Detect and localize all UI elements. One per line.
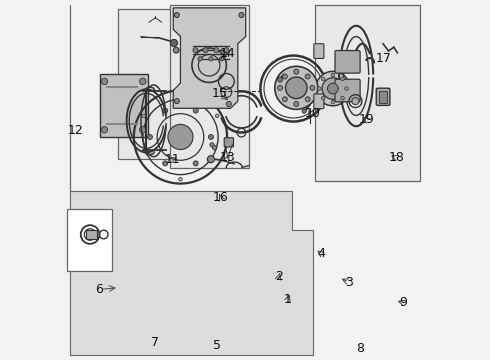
Text: 1: 1 [284,293,292,306]
Circle shape [305,74,310,79]
Circle shape [193,48,198,53]
Circle shape [174,13,179,18]
Circle shape [212,145,217,150]
Circle shape [215,114,219,118]
Polygon shape [70,5,313,355]
Text: 6: 6 [95,283,103,296]
Circle shape [352,98,359,105]
FancyBboxPatch shape [87,230,97,239]
Circle shape [147,134,152,139]
FancyBboxPatch shape [315,5,419,181]
FancyBboxPatch shape [118,9,190,159]
Text: 18: 18 [389,151,404,164]
Circle shape [318,87,321,90]
Circle shape [208,134,214,139]
Circle shape [203,48,208,53]
Circle shape [302,109,306,113]
Circle shape [341,77,344,81]
Circle shape [101,127,108,133]
Circle shape [140,127,146,133]
Circle shape [286,77,307,99]
Circle shape [316,71,350,106]
Text: 17: 17 [375,51,392,64]
Circle shape [179,177,182,181]
Text: 12: 12 [68,124,84,137]
Text: 3: 3 [345,276,353,289]
Circle shape [322,78,343,99]
Circle shape [341,96,344,100]
Circle shape [239,13,244,18]
Text: 14: 14 [220,47,236,60]
Text: 15: 15 [212,87,228,100]
Circle shape [321,77,325,81]
Circle shape [331,100,335,104]
Circle shape [321,96,325,100]
Circle shape [278,85,283,90]
Circle shape [294,69,299,74]
Circle shape [210,143,214,147]
Text: 4: 4 [317,247,325,260]
Circle shape [278,77,283,82]
FancyBboxPatch shape [100,74,148,137]
FancyBboxPatch shape [224,138,234,147]
Circle shape [282,97,287,102]
Text: 5: 5 [213,339,221,352]
Circle shape [207,156,215,163]
Circle shape [140,78,146,85]
Circle shape [214,48,219,53]
Circle shape [168,125,193,149]
Circle shape [226,102,231,107]
Circle shape [142,114,146,118]
Circle shape [331,73,335,77]
Circle shape [294,102,299,107]
Circle shape [224,48,229,53]
Circle shape [344,87,348,90]
Text: 13: 13 [220,151,236,164]
Circle shape [174,99,179,104]
Circle shape [173,47,179,53]
Circle shape [193,108,198,113]
Circle shape [198,57,202,61]
Text: 19: 19 [358,113,374,126]
Text: 9: 9 [399,296,407,309]
Text: 7: 7 [151,336,159,348]
FancyBboxPatch shape [314,94,324,109]
Circle shape [171,40,177,46]
Circle shape [282,74,287,79]
Circle shape [275,66,318,109]
Text: 10: 10 [304,107,320,120]
Text: 8: 8 [356,342,364,355]
FancyBboxPatch shape [376,88,390,105]
Circle shape [310,85,315,90]
Text: 16: 16 [213,191,228,204]
FancyBboxPatch shape [170,5,248,168]
Circle shape [209,57,213,61]
Circle shape [220,57,224,61]
Circle shape [193,161,198,166]
FancyBboxPatch shape [335,79,360,102]
Circle shape [305,97,310,102]
Circle shape [101,78,108,85]
FancyBboxPatch shape [335,50,360,73]
Text: 2: 2 [275,270,283,283]
FancyBboxPatch shape [68,209,112,271]
FancyBboxPatch shape [314,44,324,58]
Circle shape [327,83,338,94]
Text: 11: 11 [165,153,180,166]
FancyBboxPatch shape [379,91,387,103]
Polygon shape [173,8,245,108]
Circle shape [163,161,168,166]
Circle shape [163,108,168,113]
